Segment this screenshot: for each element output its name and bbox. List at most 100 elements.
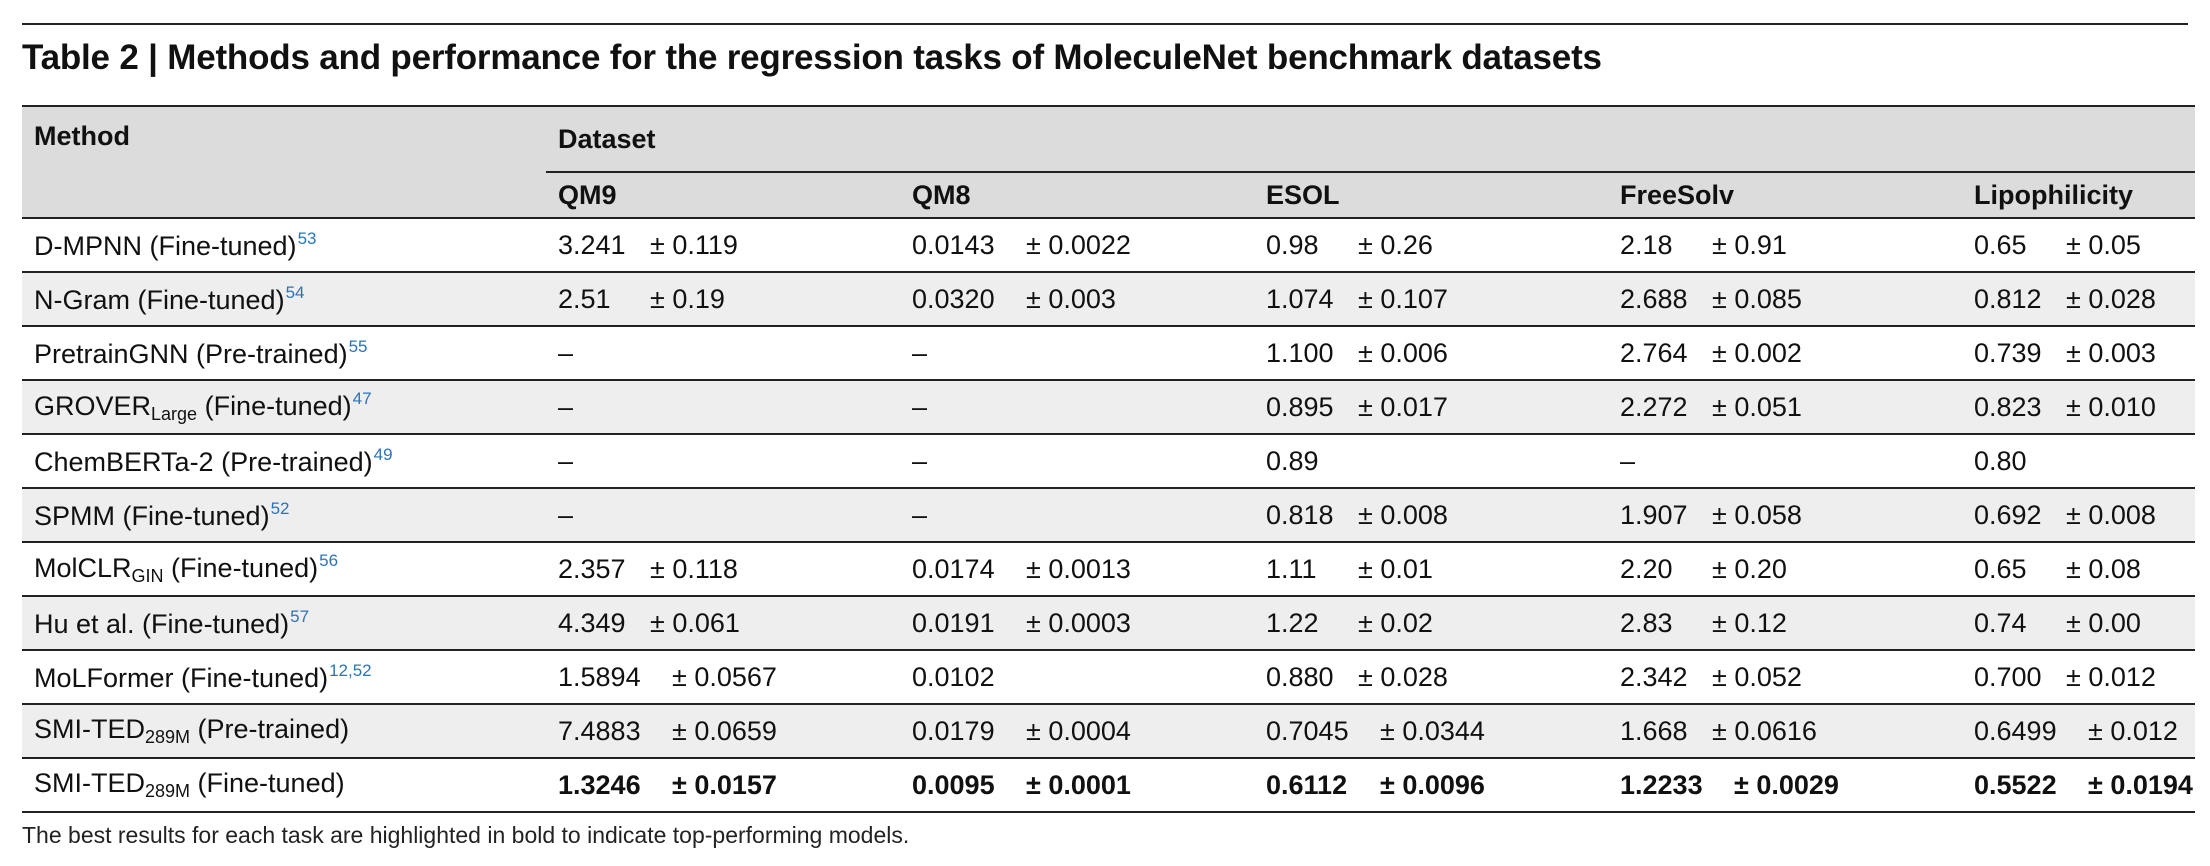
metric-value: 2.51 [558, 283, 611, 314]
method-name: ChemBERTa-2 (Pre-trained) [34, 446, 373, 477]
reference-link[interactable]: 53 [297, 228, 317, 248]
metric-value: 1.11 [1266, 553, 1317, 584]
metric-value: 0.7045 [1266, 715, 1349, 746]
metric-value: 3.241 [558, 229, 626, 260]
value-cell-qm8: 0.0143 ± 0.0022 [900, 217, 1254, 272]
metric-value: 0.89 [1266, 445, 1319, 476]
metric-error: ± 0.0659 [672, 715, 777, 746]
method-cell: PretrainGNN (Pre-trained)55 [22, 325, 546, 380]
value-cell-lipophilicity: 0.739 ± 0.003 [1962, 325, 2196, 380]
method-subscript: 289M [145, 781, 191, 801]
metric-value: 0.80 [1974, 445, 2027, 476]
value-cell-esol: 0.6112 ± 0.0096 [1254, 757, 1608, 813]
reference-link[interactable]: 12,52 [329, 660, 372, 680]
table-row: MoLFormer (Fine-tuned)12,52 1.5894 ± 0.056… [22, 649, 2196, 704]
metric-value: 0.739 [1974, 337, 2042, 368]
reference-link[interactable]: 49 [373, 444, 393, 464]
value-cell-esol: 0.89 [1254, 433, 1608, 488]
metric-error: ± 0.119 [650, 229, 738, 260]
value-cell-esol: 0.895 ± 0.017 [1254, 379, 1608, 434]
metric-error: ± 0.05 [2066, 229, 2141, 260]
value-cell-qm8: 0.0320 ± 0.003 [900, 271, 1254, 326]
metric-value: – [912, 445, 928, 476]
method-suffix: (Pre-trained) [190, 714, 350, 744]
reference-link[interactable]: 56 [319, 551, 339, 570]
metric-value: 2.20 [1620, 553, 1673, 584]
method-name: D-MPNN (Fine-tuned) [34, 230, 297, 261]
metric-value: – [912, 337, 928, 368]
metric-value: 0.0095 [912, 769, 995, 800]
value-cell-lipophilicity: 0.812 ± 0.028 [1962, 271, 2196, 326]
column-header-qm8: QM8 [900, 171, 1254, 218]
metric-value: 0.692 [1974, 499, 2042, 530]
value-cell-qm9: – [546, 487, 900, 542]
method-cell: N-Gram (Fine-tuned)54 [22, 271, 546, 326]
value-cell-qm8: 0.0179 ± 0.0004 [900, 703, 1254, 758]
value-cell-qm9: – [546, 325, 900, 380]
metric-value: 0.65 [1974, 229, 2027, 260]
metric-error: ± 0.061 [650, 607, 740, 638]
metric-value: 1.100 [1266, 337, 1334, 368]
method-cell: Hu et al. (Fine-tuned)57 [22, 595, 546, 650]
value-cell-esol: 1.22 ± 0.02 [1254, 595, 1608, 650]
metric-error: ± 0.19 [650, 283, 725, 314]
metric-value: 0.5522 [1974, 769, 2057, 800]
metric-value: 0.823 [1974, 391, 2042, 422]
metric-value: 0.6499 [1974, 715, 2057, 746]
value-cell-qm9: – [546, 379, 900, 434]
value-cell-lipophilicity: 0.700 ± 0.012 [1962, 649, 2196, 704]
value-cell-esol: 1.100 ± 0.006 [1254, 325, 1608, 380]
metric-error: ± 0.0022 [1026, 229, 1131, 260]
value-cell-qm9: 3.241 ± 0.119 [546, 217, 900, 272]
value-cell-qm8: – [900, 325, 1254, 380]
metric-value: – [912, 391, 928, 422]
method-cell: ChemBERTa-2 (Pre-trained)49 [22, 433, 546, 488]
table-row: N-Gram (Fine-tuned)54 2.51 ± 0.19 0.0320 ± 0… [22, 271, 2196, 326]
reference-link[interactable]: 52 [270, 498, 290, 518]
value-cell-freesolv: 2.688 ± 0.085 [1608, 271, 1962, 326]
metric-error: ± 0.0001 [1026, 769, 1131, 800]
dataset-header: Dataset [546, 105, 2196, 172]
metric-error: ± 0.0157 [672, 769, 777, 800]
value-cell-esol: 0.7045 ± 0.0344 [1254, 703, 1608, 758]
method-name: MoLFormer (Fine-tuned) [34, 662, 329, 693]
method-subscript: GIN [131, 566, 164, 586]
table-row: GROVERLarge (Fine-tuned)47– –0.895 ± 0.017… [22, 379, 2196, 434]
value-cell-freesolv: 1.2233 ± 0.0029 [1608, 757, 1962, 813]
metric-value: 0.812 [1974, 283, 2042, 314]
reference-link[interactable]: 54 [285, 282, 305, 302]
method-name: MolCLR [34, 553, 132, 583]
metric-error: ± 0.028 [1358, 661, 1448, 692]
metric-error: ± 0.107 [1358, 283, 1448, 314]
reference-link[interactable]: 47 [352, 389, 372, 408]
table-row: MolCLRGIN (Fine-tuned)56 2.357 ± 0.118 0.01… [22, 541, 2196, 596]
metric-value: – [558, 445, 574, 476]
metric-error: ± 0.017 [1358, 391, 1448, 422]
method-cell: MoLFormer (Fine-tuned)12,52 [22, 649, 546, 704]
value-cell-lipophilicity: 0.74 ± 0.00 [1962, 595, 2196, 650]
table-row: ChemBERTa-2 (Pre-trained)49– –0.89–0.80 [22, 433, 2196, 488]
value-cell-qm8: – [900, 433, 1254, 488]
value-cell-freesolv: 2.342 ± 0.052 [1608, 649, 1962, 704]
value-cell-freesolv: 2.18 ± 0.91 [1608, 217, 1962, 272]
metric-error: ± 0.20 [1712, 553, 1787, 584]
reference-link[interactable]: 55 [348, 336, 368, 356]
value-cell-qm9: 4.349 ± 0.061 [546, 595, 900, 650]
method-suffix: (Fine-tuned) [190, 768, 345, 798]
value-cell-qm9: 2.357 ± 0.118 [546, 541, 900, 596]
value-cell-qm8: 0.0095 ± 0.0001 [900, 757, 1254, 813]
column-header-qm9: QM9 [546, 171, 900, 218]
metric-error: ± 0.051 [1712, 391, 1802, 422]
metric-error: ± 0.0029 [1734, 769, 1839, 800]
method-cell: D-MPNN (Fine-tuned)53 [22, 217, 546, 272]
metric-error: ± 0.0567 [672, 661, 777, 692]
metric-value: 2.342 [1620, 661, 1688, 692]
value-cell-lipophilicity: 0.80 [1962, 433, 2196, 488]
metric-error: ± 0.0344 [1380, 715, 1485, 746]
metric-error: ± 0.91 [1712, 229, 1787, 260]
reference-link[interactable]: 57 [290, 606, 310, 626]
metric-error: ± 0.08 [2066, 553, 2141, 584]
metric-value: 0.98 [1266, 229, 1319, 260]
table-row: SMI-TED289M (Pre-trained) 7.4883 ± 0.0659 0… [22, 703, 2196, 758]
metric-error: ± 0.052 [1712, 661, 1802, 692]
